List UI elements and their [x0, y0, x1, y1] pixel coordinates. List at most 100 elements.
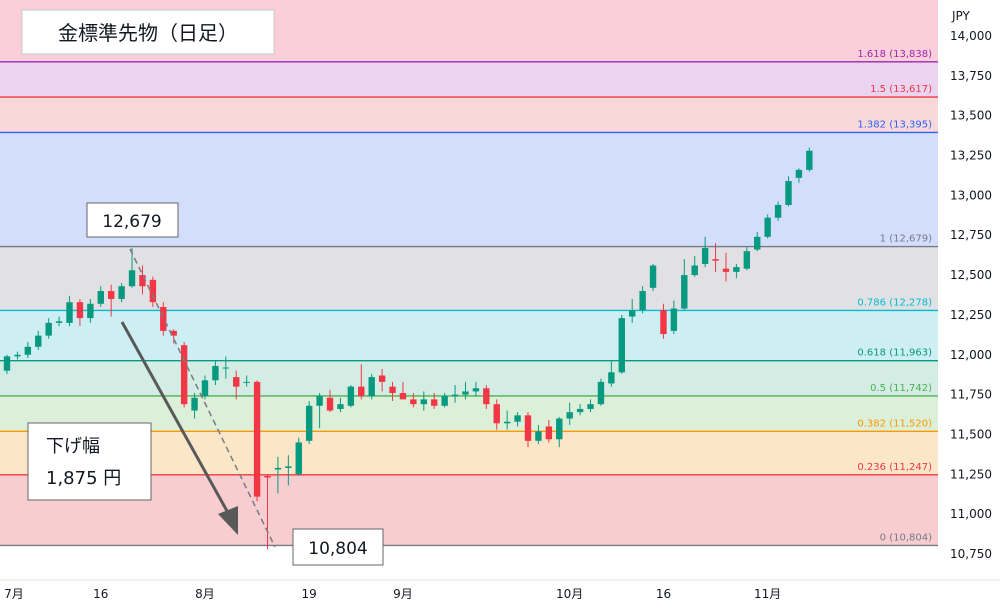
zigzag-line: [129, 248, 276, 548]
candle-body: [66, 302, 73, 323]
candle-body: [191, 397, 198, 411]
candle-body: [358, 386, 365, 397]
low-label: 10,804: [308, 539, 367, 559]
candle-body: [316, 396, 323, 406]
zone-1.382: [0, 97, 938, 133]
x-tick-label: 19: [302, 587, 317, 601]
candle-body: [420, 399, 427, 405]
candle-body: [608, 372, 615, 384]
x-tick-label: 16: [656, 587, 671, 601]
candle-body: [108, 291, 115, 299]
candle-body: [160, 306, 167, 331]
currency-label: JPY: [951, 9, 971, 23]
candle-body: [629, 310, 636, 317]
candle-body: [24, 346, 32, 355]
zone-0.382: [0, 395, 938, 432]
candle-body: [97, 291, 104, 304]
candle-body: [566, 412, 573, 419]
y-tick-label: 11,250: [950, 467, 992, 481]
candle-body: [764, 217, 771, 237]
y-tick-label: 13,000: [950, 188, 992, 202]
candle-body: [576, 408, 584, 413]
candle-body: [462, 391, 469, 395]
candle-body: [368, 377, 375, 397]
candle-body: [795, 169, 803, 178]
title-box: 金標準先物（日足）: [21, 9, 275, 55]
candle-body: [14, 354, 21, 357]
candle-body: [118, 286, 125, 299]
candle-body: [431, 399, 438, 406]
fib-label-0.5: 0.5 (11,742): [870, 383, 932, 394]
y-tick-label: 11,000: [950, 507, 992, 521]
candle-body: [285, 466, 292, 468]
candle-body: [493, 404, 500, 424]
candle-body: [243, 381, 250, 383]
fib-label-0.236: 0.236 (11,247): [857, 462, 932, 473]
candle-body: [128, 270, 136, 287]
candle-body: [774, 204, 782, 218]
y-tick-label: 12,500: [950, 268, 992, 282]
candle-body: [524, 415, 532, 441]
candle-body: [149, 279, 157, 303]
chart-title: 金標準先物（日足）: [58, 21, 238, 45]
candle-body: [483, 388, 490, 405]
fib-lines: 0 (10,804) 0.236 (11,247) 0.382 (11,520) 0.…: [0, 49, 938, 547]
high-label-box: 12,679: [86, 202, 179, 238]
candle-body: [691, 265, 698, 276]
candle-body: [201, 380, 209, 397]
candle-body: [785, 181, 792, 205]
candle-body: [253, 381, 261, 497]
candle-body: [733, 267, 740, 272]
candle-body: [139, 275, 146, 287]
low-label-box: 10,804: [292, 528, 384, 566]
x-axis[interactable]: 7月 16 8月 19 9月 10月 16 11月: [0, 579, 1000, 616]
fib-label-0.382: 0.382 (11,520): [857, 418, 932, 429]
candle-body: [55, 321, 63, 323]
candle-body: [649, 265, 657, 288]
candle-body: [556, 418, 563, 440]
fib-label-1: 1 (12,679): [880, 234, 932, 245]
x-tick-label: 11月: [754, 587, 781, 601]
candle-body: [587, 404, 594, 409]
drop-label-line2: 1,875 円: [46, 468, 121, 489]
candle-body: [326, 397, 334, 411]
candle-body: [712, 259, 719, 261]
candle-body: [701, 247, 709, 264]
y-tick-label: 14,000: [950, 29, 992, 43]
fib-label-1.5: 1.5 (13,617): [870, 84, 932, 95]
y-axis[interactable]: 10,750 11,000 11,250 11,500 11,750 12,000 12,2…: [938, 0, 1000, 616]
y-tick-label: 13,500: [950, 109, 992, 123]
candle-body: [451, 394, 459, 397]
x-tick-label: 16: [93, 587, 108, 601]
candle-body: [597, 381, 605, 405]
candle-body: [305, 405, 313, 441]
y-tick-label: 12,250: [950, 308, 992, 322]
fib-label-0.786: 0.786 (12,278): [857, 297, 932, 308]
y-tick-label: 11,750: [950, 388, 992, 402]
candle-body: [472, 388, 480, 392]
candle-body: [722, 268, 730, 272]
candle-body: [670, 308, 678, 331]
zone-0.236: [0, 431, 938, 475]
candle-body: [180, 345, 188, 405]
fib-label-0.618: 0.618 (11,963): [857, 348, 932, 359]
candle-body: [45, 322, 52, 336]
candle-body: [389, 386, 396, 394]
candle-body: [347, 386, 355, 406]
y-tick-label: 12,000: [950, 348, 992, 362]
candle-body: [535, 431, 542, 441]
drop-arrow-shaft: [120, 321, 234, 521]
fib-label-1.618: 1.618 (13,838): [857, 49, 932, 60]
zone-0.618: [0, 310, 938, 361]
x-tick-label: 8月: [195, 587, 215, 601]
high-label: 12,679: [102, 212, 161, 232]
candle-body: [441, 396, 448, 406]
fib-label-0: 0 (10,804): [880, 532, 932, 543]
drop-label-box: 下げ幅 1,875 円: [27, 422, 152, 501]
candle-body: [660, 310, 667, 335]
candle-body: [410, 399, 417, 405]
x-tick-label: 7月: [4, 587, 24, 601]
y-tick-label: 12,750: [950, 228, 992, 242]
candle-body: [87, 303, 94, 319]
